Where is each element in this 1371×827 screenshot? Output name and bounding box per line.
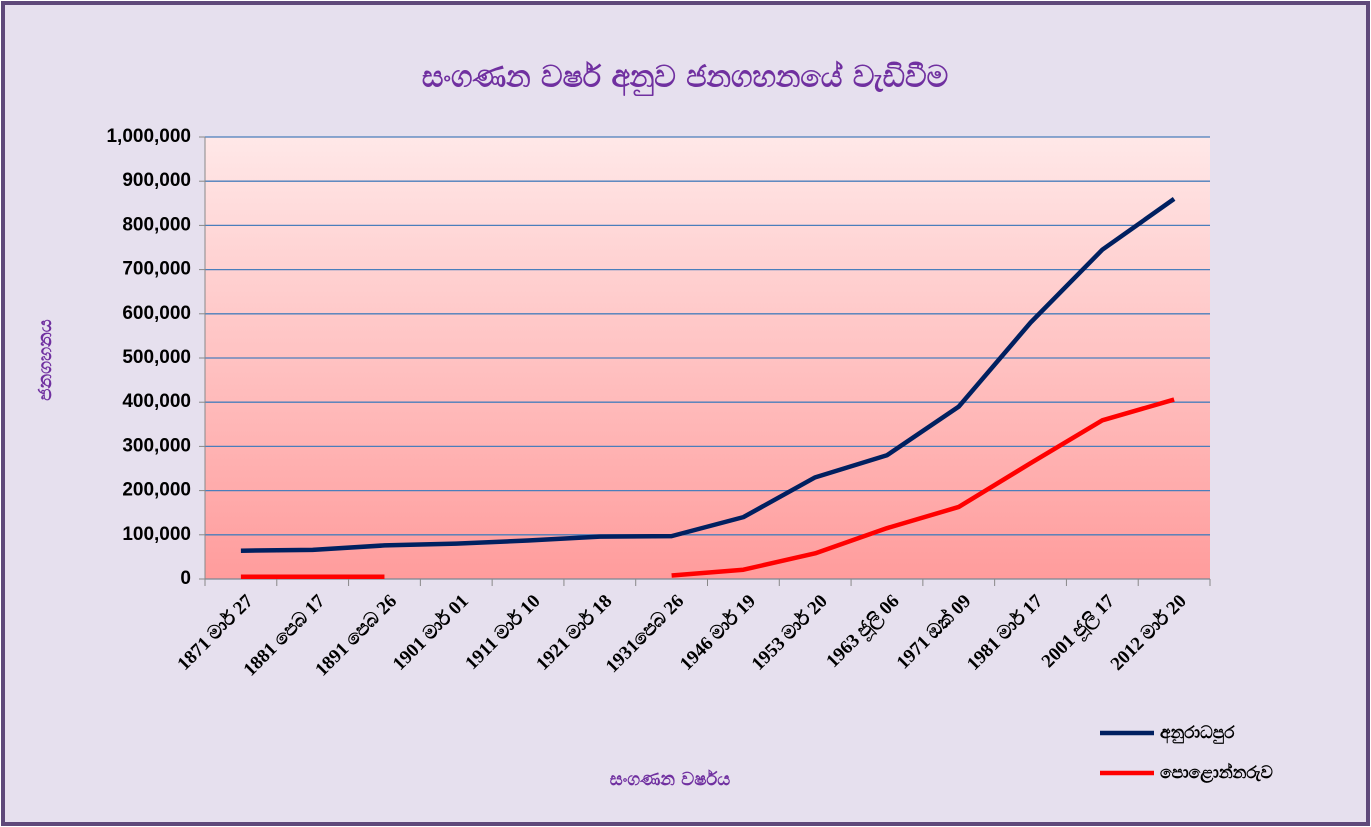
series-line	[240, 197, 1176, 553]
y-tick-label: 700,000	[122, 259, 191, 280]
y-tick-label: 1,000,000	[106, 126, 191, 147]
y-tick-label: 300,000	[122, 435, 191, 456]
y-tick-label: 100,000	[122, 524, 191, 545]
y-tick-label: 800,000	[122, 214, 191, 235]
legend-label: පොළොන්නරුව	[1160, 762, 1273, 784]
y-axis-title: ජනගහනය	[35, 319, 56, 400]
x-axis-title: සංගණන වර්ෂය	[610, 768, 730, 790]
y-tick-label: 0	[180, 568, 191, 589]
legend-label: අනුරාධපුර	[1160, 723, 1235, 744]
series-line	[240, 397, 1175, 580]
chart-title: සංගණන වර්ෂ අනුව ජනගහනයේ වැඩිවීම	[422, 60, 948, 98]
y-tick-label: 400,000	[122, 391, 191, 412]
y-tick-label: 600,000	[122, 303, 191, 324]
y-tick-label: 200,000	[122, 480, 191, 501]
y-tick-label: 900,000	[122, 170, 191, 191]
y-tick-label: 500,000	[122, 347, 191, 368]
